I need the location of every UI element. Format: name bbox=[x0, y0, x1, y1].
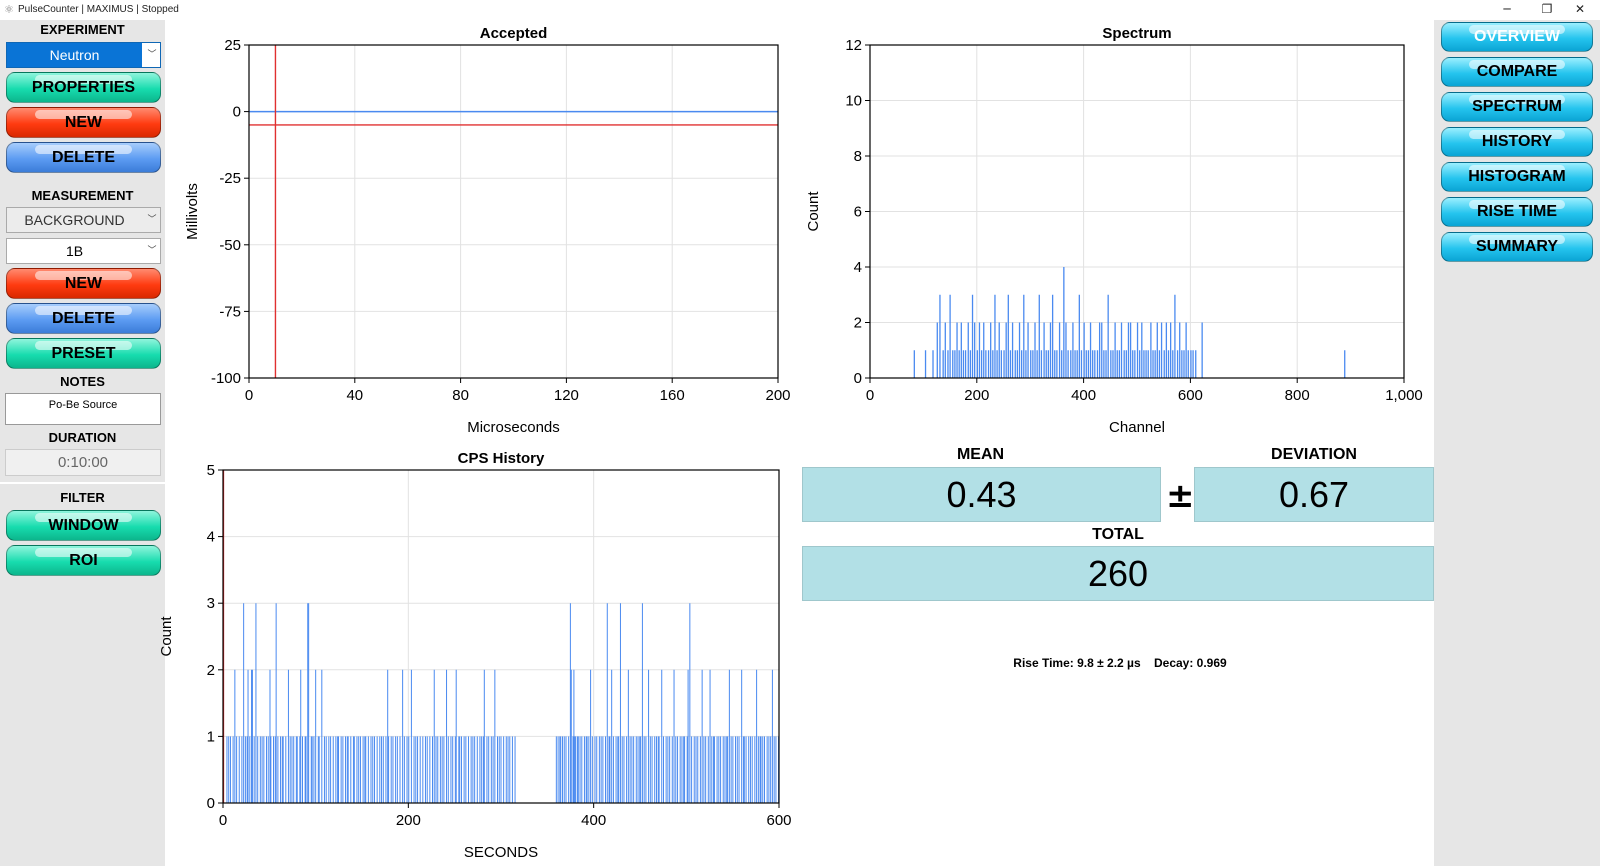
duration-field[interactable]: 0:10:00 bbox=[5, 449, 161, 476]
y-tick-label: -50 bbox=[219, 237, 241, 254]
experiment-select-value: Neutron bbox=[7, 43, 142, 67]
deviation-label: DEVIATION bbox=[1271, 446, 1357, 463]
y-axis-label: Count bbox=[805, 191, 822, 232]
minimize-button[interactable]: ─ bbox=[1503, 2, 1511, 16]
x-tick-label: 600 bbox=[766, 812, 791, 829]
measurement-sub-select[interactable]: 1B ﹀ bbox=[6, 238, 161, 264]
plot-frame bbox=[222, 469, 780, 804]
duration-label: DURATION bbox=[48, 430, 117, 445]
y-axis-label: Count bbox=[158, 616, 175, 657]
x-tick-label: 200 bbox=[765, 387, 790, 404]
delete-measurement-button[interactable]: DELETE bbox=[6, 303, 161, 334]
x-tick-label: 600 bbox=[1178, 387, 1203, 404]
chevron-down-icon: ﹀ bbox=[147, 50, 157, 60]
y-tick-label: 10 bbox=[845, 93, 862, 110]
nav-history-button[interactable]: HISTORY bbox=[1441, 127, 1593, 157]
mean-value: 0.43 bbox=[802, 467, 1161, 522]
x-tick-label: 1,000 bbox=[1385, 387, 1423, 404]
y-tick-label: 4 bbox=[207, 529, 215, 546]
measurement-select[interactable]: BACKGROUND ﹀ bbox=[6, 207, 161, 233]
accepted-chart: 0 40 80 120 160 200 25 0 -25 -50 -75 -100 Accepted Mi… bbox=[184, 25, 791, 436]
y-tick-label: 5 bbox=[207, 462, 215, 479]
x-axis-label: SECONDS bbox=[464, 844, 538, 861]
chart-title: Accepted bbox=[480, 25, 548, 42]
x-tick-label: 160 bbox=[660, 387, 685, 404]
deviation-value: 0.67 bbox=[1194, 467, 1434, 522]
notes-field[interactable]: Po-Be Source bbox=[5, 393, 161, 425]
x-tick-label: 0 bbox=[245, 387, 253, 404]
measurement-sub-value: 1B bbox=[65, 243, 84, 259]
panel-divider bbox=[0, 482, 165, 484]
y-tick-label: 0 bbox=[854, 370, 862, 387]
y-tick-label: 25 bbox=[224, 37, 241, 54]
new-measurement-button[interactable]: NEW bbox=[6, 268, 161, 299]
spectrum-chart: 0 200 400 600 800 1,000 0 2 4 6 8 10 12 Spectrum Chann… bbox=[805, 25, 1423, 436]
y-tick-label: 0 bbox=[207, 795, 215, 812]
y-tick-label: 4 bbox=[854, 259, 862, 276]
x-tick-label: 200 bbox=[964, 387, 989, 404]
nav-rise-time-button[interactable]: RISE TIME bbox=[1441, 197, 1593, 227]
plot-frame bbox=[248, 44, 779, 379]
x-tick-label: 120 bbox=[554, 387, 579, 404]
x-axis-label: Microseconds bbox=[467, 419, 560, 436]
window-filter-button[interactable]: WINDOW bbox=[6, 510, 161, 541]
measurement-select-value: BACKGROUND bbox=[24, 212, 125, 228]
measurement-label: MEASUREMENT bbox=[31, 188, 134, 203]
filter-label: FILTER bbox=[60, 490, 105, 505]
y-tick-label: 3 bbox=[207, 595, 215, 612]
y-tick-label: 8 bbox=[854, 148, 862, 165]
y-axis-label: Millivolts bbox=[184, 183, 201, 240]
cps-history-chart: 0 200 400 600 0 1 2 3 4 5 CPS History SECONDS Count bbox=[158, 450, 792, 861]
preset-button[interactable]: PRESET bbox=[6, 338, 161, 369]
chart-title: CPS History bbox=[458, 450, 545, 467]
experiment-select[interactable]: Neutron ﹀ bbox=[6, 42, 161, 68]
y-tick-label: -25 bbox=[219, 170, 241, 187]
notes-label: NOTES bbox=[60, 374, 105, 389]
nav-spectrum-button[interactable]: SPECTRUM bbox=[1441, 92, 1593, 122]
x-tick-label: 800 bbox=[1285, 387, 1310, 404]
new-experiment-button[interactable]: NEW bbox=[6, 107, 161, 138]
x-tick-label: 0 bbox=[219, 812, 227, 829]
x-tick-label: 400 bbox=[1071, 387, 1096, 404]
plus-minus-sign: ± bbox=[1166, 476, 1195, 516]
y-tick-label: -100 bbox=[211, 370, 241, 387]
x-tick-label: 0 bbox=[866, 387, 874, 404]
experiment-label: EXPERIMENT bbox=[40, 22, 125, 37]
chart-title: Spectrum bbox=[1102, 25, 1171, 42]
nav-histogram-button[interactable]: HISTOGRAM bbox=[1441, 162, 1593, 192]
restore-button[interactable]: ❐ bbox=[1541, 2, 1553, 16]
properties-button[interactable]: PROPERTIES bbox=[6, 72, 161, 103]
mean-label: MEAN bbox=[956, 446, 1005, 463]
right-nav-panel bbox=[1434, 20, 1600, 866]
atom-icon: ⚛ bbox=[4, 3, 14, 16]
y-tick-label: 2 bbox=[207, 662, 215, 679]
x-tick-label: 80 bbox=[452, 387, 469, 404]
x-axis-label: Channel bbox=[1109, 419, 1165, 436]
chevron-down-icon: ﹀ bbox=[147, 215, 157, 225]
rise-time-readout: Rise Time: 9.8 ± 2.2 µs Decay: 0.969 bbox=[1013, 656, 1227, 670]
title-bar: ⚛ PulseCounter | MAXIMUS | Stopped ─ ❐ ✕ bbox=[0, 0, 1600, 20]
y-tick-label: -75 bbox=[219, 303, 241, 320]
chevron-down-icon: ﹀ bbox=[147, 246, 157, 256]
delete-experiment-button[interactable]: DELETE bbox=[6, 142, 161, 173]
roi-filter-button[interactable]: ROI bbox=[6, 545, 161, 576]
y-tick-label: 6 bbox=[854, 204, 862, 221]
nav-summary-button[interactable]: SUMMARY bbox=[1441, 232, 1593, 262]
y-tick-label: 2 bbox=[854, 315, 862, 332]
x-tick-label: 200 bbox=[396, 812, 421, 829]
close-button[interactable]: ✕ bbox=[1574, 2, 1586, 16]
x-tick-label: 40 bbox=[346, 387, 363, 404]
y-tick-label: 0 bbox=[233, 104, 241, 121]
y-tick-label: 1 bbox=[207, 728, 215, 745]
x-tick-label: 400 bbox=[581, 812, 606, 829]
y-tick-label: 12 bbox=[845, 37, 862, 54]
total-label: TOTAL bbox=[1092, 526, 1144, 543]
nav-overview-button[interactable]: OVERVIEW bbox=[1441, 22, 1593, 52]
total-value: 260 bbox=[802, 546, 1434, 601]
window-title: PulseCounter | MAXIMUS | Stopped bbox=[18, 4, 179, 15]
nav-compare-button[interactable]: COMPARE bbox=[1441, 57, 1593, 87]
